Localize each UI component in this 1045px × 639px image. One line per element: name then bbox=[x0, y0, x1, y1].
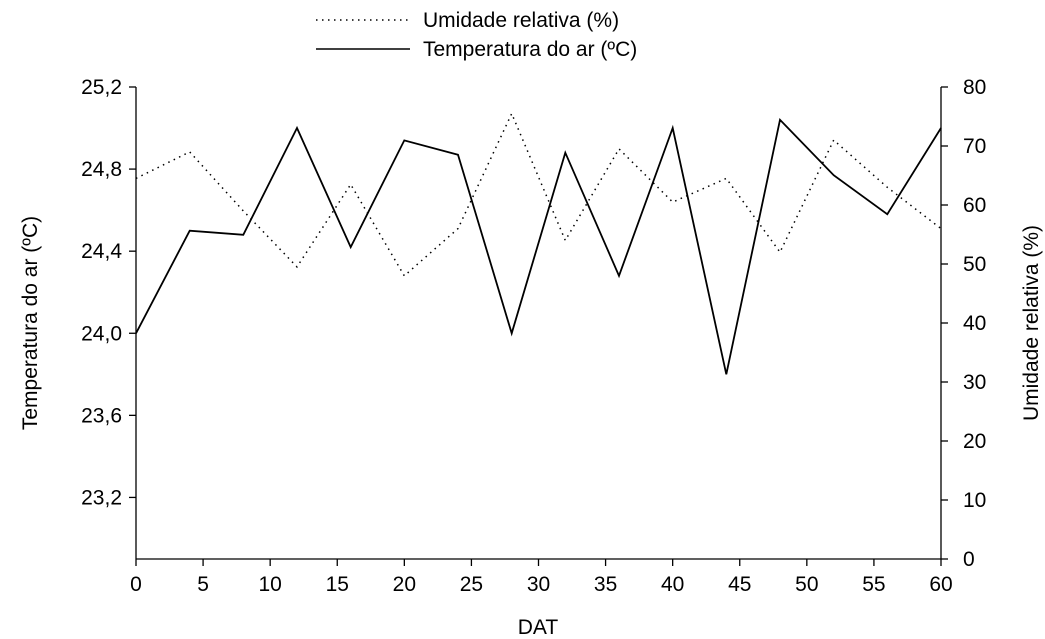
legend: Umidade relativa (%) Temperatura do ar (… bbox=[316, 9, 637, 61]
x-tick-label: 40 bbox=[661, 573, 684, 596]
right-y-axis-title: Umidade relativa (%) bbox=[1020, 225, 1043, 421]
axes bbox=[136, 87, 941, 559]
right-y-axis-ticks: 0 10 20 30 40 50 60 70 80 bbox=[941, 76, 986, 571]
x-tick-label: 10 bbox=[258, 573, 281, 596]
legend-label-temperature: Temperatura do ar (ºC) bbox=[423, 38, 637, 61]
right-y-tick-label: 80 bbox=[963, 76, 986, 99]
right-y-tick-label: 0 bbox=[963, 548, 975, 571]
left-y-tick-label: 25,2 bbox=[81, 76, 122, 99]
x-tick-label: 25 bbox=[460, 573, 483, 596]
series-layer bbox=[136, 113, 941, 374]
x-tick-label: 15 bbox=[326, 573, 349, 596]
x-tick-label: 35 bbox=[594, 573, 617, 596]
series-line-humidity bbox=[136, 114, 941, 276]
series-line-temperature bbox=[136, 120, 941, 374]
legend-label-humidity: Umidade relativa (%) bbox=[423, 9, 619, 32]
x-tick-label: 60 bbox=[929, 573, 952, 596]
left-y-axis-ticks: 23,2 23,6 24,0 24,4 24,8 25,2 bbox=[81, 76, 136, 509]
right-y-tick-label: 70 bbox=[963, 135, 986, 158]
right-y-tick-label: 30 bbox=[963, 371, 986, 394]
x-axis-title: DAT bbox=[518, 616, 559, 639]
x-tick-label: 30 bbox=[527, 573, 550, 596]
left-y-tick-label: 23,2 bbox=[81, 486, 122, 509]
left-y-tick-label: 24,0 bbox=[81, 322, 122, 345]
left-y-tick-label: 24,8 bbox=[81, 158, 122, 181]
right-y-tick-label: 50 bbox=[963, 253, 986, 276]
x-tick-label: 5 bbox=[197, 573, 209, 596]
x-tick-label: 0 bbox=[130, 573, 142, 596]
x-tick-label: 55 bbox=[862, 573, 885, 596]
x-tick-label: 50 bbox=[795, 573, 818, 596]
x-tick-label: 45 bbox=[728, 573, 751, 596]
left-y-tick-label: 23,6 bbox=[81, 404, 122, 427]
x-axis-ticks: 0 5 10 15 20 25 30 35 40 45 50 55 60 bbox=[130, 559, 953, 596]
right-y-tick-label: 20 bbox=[963, 430, 986, 453]
left-y-tick-label: 24,4 bbox=[81, 240, 122, 263]
x-tick-label: 20 bbox=[393, 573, 416, 596]
left-y-axis-title: Temperatura do ar (ºC) bbox=[19, 216, 42, 430]
right-y-tick-label: 60 bbox=[963, 194, 986, 217]
right-y-tick-label: 40 bbox=[963, 312, 986, 335]
right-y-tick-label: 10 bbox=[963, 489, 986, 512]
